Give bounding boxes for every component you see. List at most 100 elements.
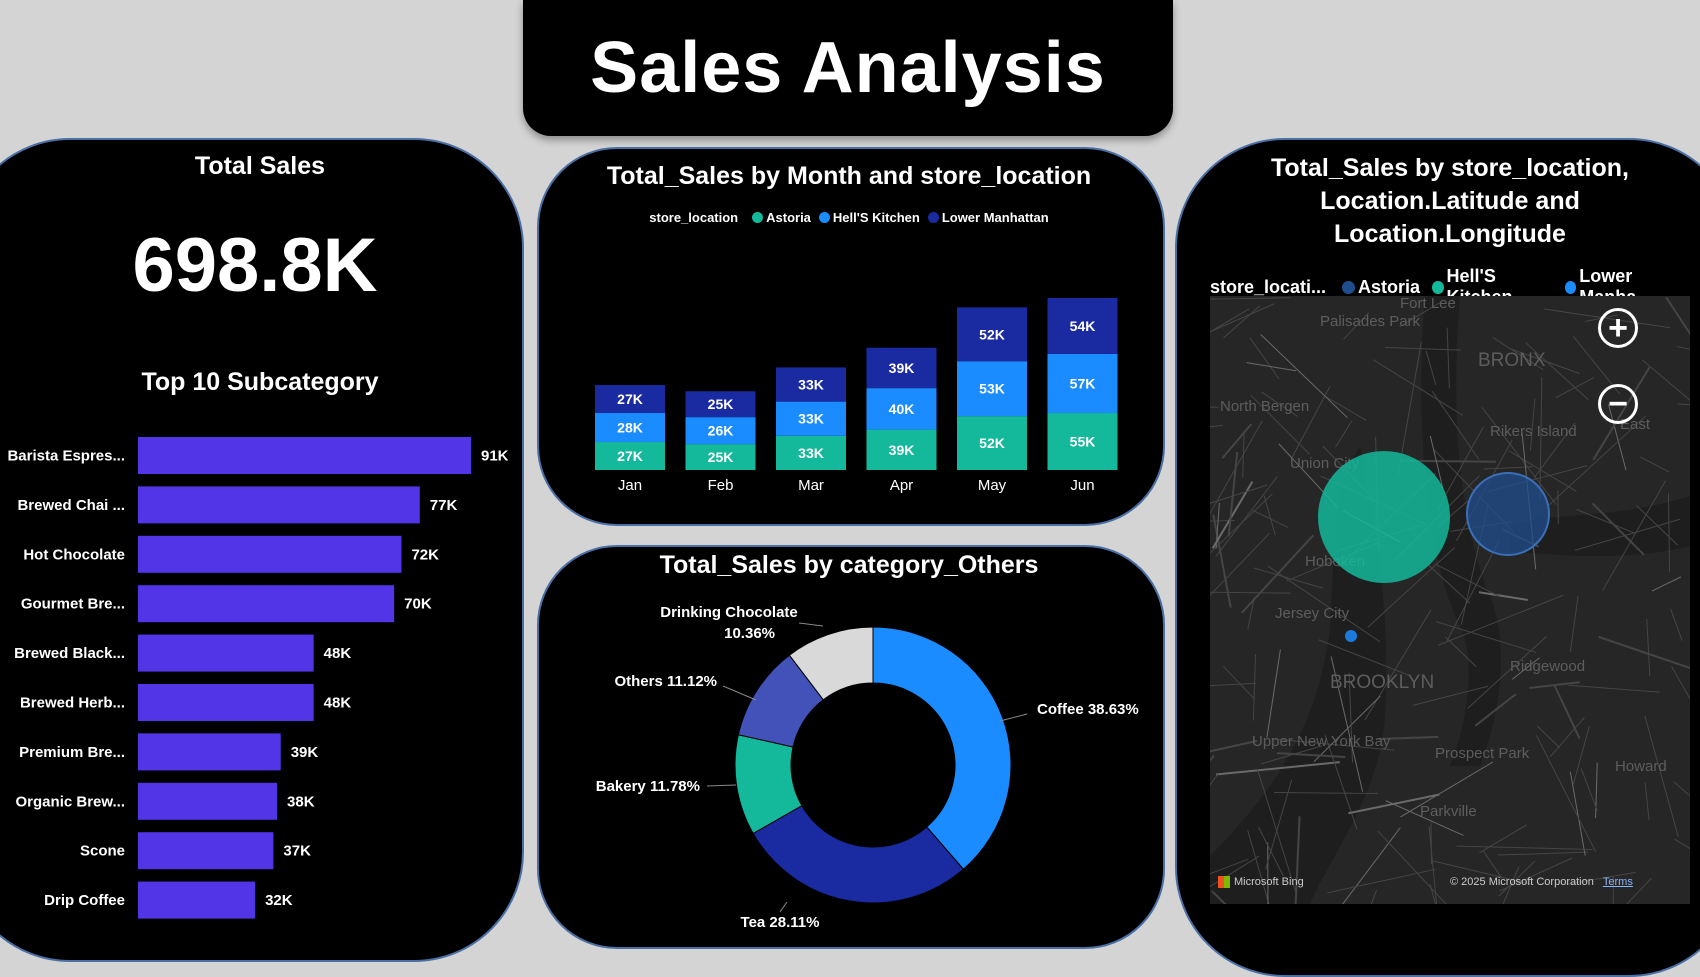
hbar-bar[interactable] (138, 783, 277, 820)
hbar-value-label: 38K (287, 793, 315, 810)
map-title-line: Location.Latitude and (1175, 185, 1700, 218)
map-place-label: Parkville (1420, 803, 1477, 820)
stacked-value-label: 40K (889, 401, 915, 417)
legend-item[interactable]: Lower Manhattan (928, 210, 1049, 225)
map-street (1210, 683, 1256, 690)
map-copyright: © 2025 Microsoft Corporation Terms (1450, 876, 1633, 888)
zoom-in-button[interactable]: + (1598, 308, 1638, 348)
map-street (1327, 869, 1435, 893)
map-street (1213, 515, 1230, 608)
hbar-value-label: 72K (411, 546, 439, 563)
legend-item[interactable]: Astoria (752, 210, 811, 225)
hbar-category-label: Scone (80, 843, 125, 860)
map-street (1675, 839, 1690, 868)
donut-slice[interactable] (753, 806, 963, 903)
hbar-bar[interactable] (138, 437, 471, 474)
map-street (1672, 666, 1690, 724)
map-street (1247, 363, 1296, 371)
hbar-value-label: 70K (404, 596, 432, 613)
hbar-bar[interactable] (138, 486, 420, 523)
hbar-value-label: 32K (265, 892, 293, 909)
stacked-value-label: 53K (979, 381, 1005, 397)
legend-dot-icon (819, 212, 830, 223)
map-legend-title: store_locati... (1210, 277, 1326, 298)
map-street (1666, 297, 1690, 351)
stacked-value-label: 57K (1070, 375, 1096, 391)
donut-chart-title: Total_Sales by category_Others (537, 551, 1161, 580)
map-title-line: Location.Longitude (1175, 218, 1700, 251)
map-street (1210, 309, 1249, 354)
hbar-value-label: 91K (481, 448, 509, 465)
donut-slice-label: Bakery 11.78% (596, 778, 700, 795)
title-box: Sales Analysis (523, 0, 1173, 136)
stacked-value-label: 33K (798, 411, 824, 427)
map-street (1677, 346, 1690, 372)
hbar-value-label: 39K (291, 744, 319, 761)
map-street (1581, 769, 1597, 811)
donut-leader-line (1000, 714, 1027, 721)
legend-label: Hell'S Kitchen (833, 210, 920, 225)
legend-label: Lower Manhattan (942, 210, 1049, 225)
stacked-value-label: 55K (1070, 434, 1096, 450)
hbar-bar[interactable] (138, 536, 401, 573)
stacked-value-label: 28K (617, 420, 643, 436)
map-street (1479, 825, 1527, 853)
map-street (1647, 619, 1650, 676)
month-tick-label: Feb (708, 477, 734, 494)
hbar-category-label: Premium Bre... (19, 744, 125, 761)
hbar-value-label: 48K (324, 645, 352, 662)
map-street (1569, 685, 1660, 692)
hbar-category-label: Brewed Chai ... (17, 497, 125, 514)
hbar-value-label: 37K (283, 843, 311, 860)
map-street (1335, 421, 1351, 447)
legend-dot-icon (1432, 281, 1443, 294)
map-street (1674, 782, 1690, 869)
month-tick-label: Apr (890, 477, 913, 494)
zoom-out-button[interactable]: − (1598, 384, 1638, 424)
donut-slice[interactable] (873, 627, 1011, 869)
stacked-value-label: 52K (979, 326, 1005, 342)
kpi-value: 698.8K (0, 222, 510, 309)
hbar-bar[interactable] (138, 684, 314, 721)
stacked-value-label: 33K (798, 445, 824, 461)
map-street (1536, 735, 1595, 852)
map-place-label: Palisades Park (1320, 313, 1421, 330)
stacked-value-label: 25K (708, 396, 734, 412)
terms-link[interactable]: Terms (1603, 876, 1633, 888)
map-street (1229, 452, 1238, 536)
map-street (1678, 404, 1690, 406)
dashboard-title: Sales Analysis (590, 27, 1106, 109)
hbar-bar[interactable] (138, 635, 314, 672)
map-bubble[interactable] (1318, 451, 1450, 583)
map-bubble[interactable] (1467, 473, 1549, 555)
month-tick-label: Mar (798, 477, 824, 494)
stacked-value-label: 39K (889, 442, 915, 458)
hbar-category-label: Brewed Herb... (20, 695, 125, 712)
stacked-value-label: 52K (979, 435, 1005, 451)
map-street (1429, 826, 1438, 904)
hbar-category-label: Brewed Black... (14, 645, 125, 662)
hbar-bar[interactable] (138, 832, 273, 869)
map-bubble[interactable] (1345, 630, 1357, 642)
map-street (1267, 649, 1280, 737)
hbar-bar[interactable] (138, 882, 255, 919)
minus-icon: − (1608, 385, 1628, 424)
donut-leader-line (780, 902, 787, 912)
map-place-label: Prospect Park (1435, 745, 1530, 762)
stacked-value-label: 27K (617, 391, 643, 407)
hbar-bar[interactable] (138, 585, 394, 622)
legend-item[interactable]: Hell'S Kitchen (819, 210, 920, 225)
hbar-category-label: Barista Espres... (7, 448, 125, 465)
category-donut-chart: Coffee 38.63%Tea 28.11%Bakery 11.78%Othe… (537, 590, 1161, 940)
hbar-value-label: 48K (324, 695, 352, 712)
map-street (1210, 774, 1218, 836)
map-legend-item[interactable]: Astoria (1342, 277, 1420, 298)
hbar-bar[interactable] (138, 733, 281, 770)
stacked-value-label: 27K (617, 448, 643, 464)
map-place-label: Ridgewood (1510, 658, 1585, 675)
stacked-value-label: 25K (708, 449, 734, 465)
donut-slice-label: Others 11.12% (614, 673, 717, 690)
legend-label: Astoria (766, 210, 811, 225)
